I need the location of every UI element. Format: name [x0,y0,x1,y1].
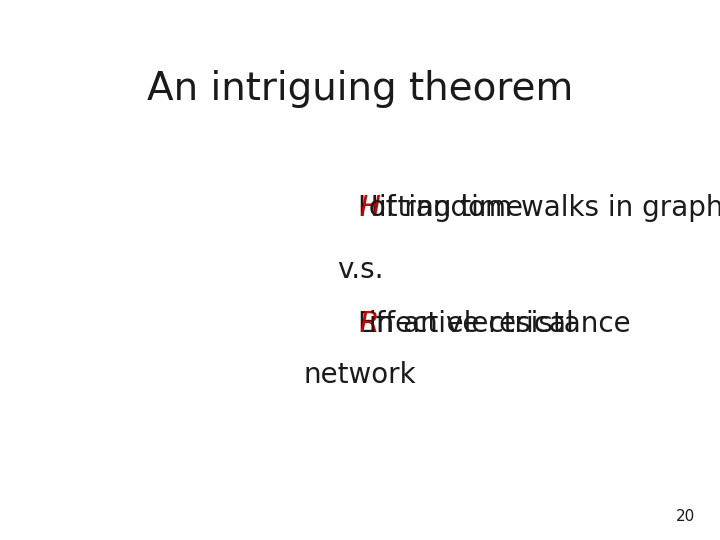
Text: v.s.: v.s. [337,256,383,284]
Text: of random walks in graphs: of random walks in graphs [361,194,720,222]
Text: 20: 20 [675,509,695,524]
Text: An intriguing theorem: An intriguing theorem [147,70,573,108]
Text: network: network [304,361,416,389]
Text: Effective resistance: Effective resistance [359,310,640,338]
Text: H: H [359,194,380,222]
Text: R: R [359,310,379,338]
Text: in an electrical: in an electrical [361,310,575,338]
Text: Hitting time: Hitting time [359,194,532,222]
